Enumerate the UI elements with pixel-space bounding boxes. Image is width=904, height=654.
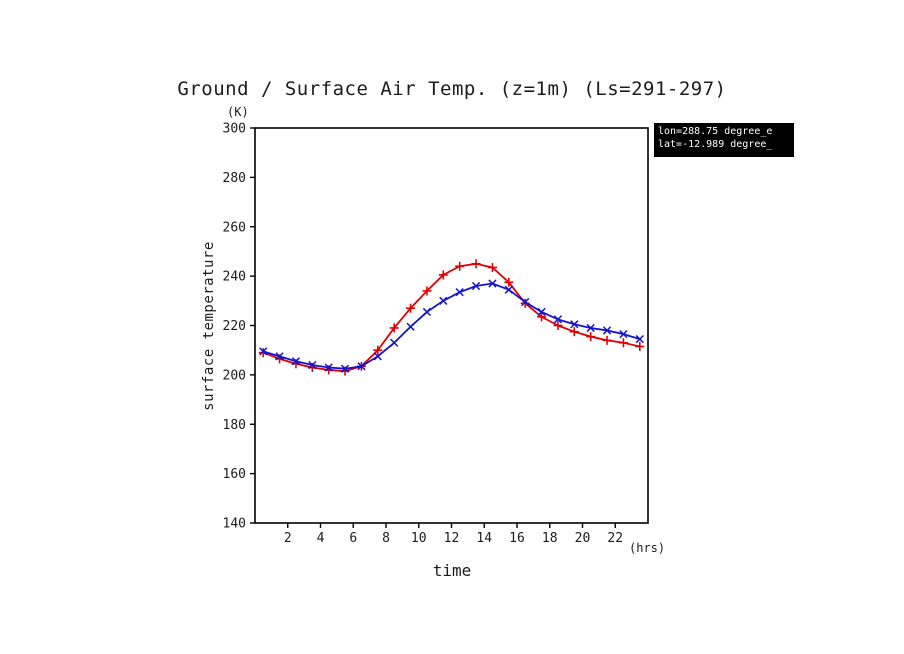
plot-line bbox=[586, 323, 595, 333]
y-tick-label: 260 bbox=[223, 220, 246, 235]
y-axis-unit: (K) bbox=[227, 105, 249, 119]
plot-line bbox=[553, 315, 563, 324]
x-axis-unit: (hrs) bbox=[629, 541, 666, 555]
plot-line bbox=[570, 320, 579, 329]
plot-line bbox=[537, 307, 546, 317]
plot-line bbox=[390, 338, 399, 347]
y-tick-label: 200 bbox=[223, 368, 246, 383]
plot-line bbox=[373, 352, 382, 361]
y-tick-label: 160 bbox=[223, 467, 246, 482]
plot-line bbox=[259, 347, 268, 356]
y-tick-label: 140 bbox=[223, 517, 246, 532]
series-line-cross bbox=[262, 282, 641, 370]
y-tick-label: 240 bbox=[223, 270, 246, 285]
x-tick-label: 20 bbox=[575, 531, 591, 546]
plot-line bbox=[308, 360, 317, 370]
x-tick-label: 18 bbox=[542, 531, 558, 546]
plot-line bbox=[439, 296, 448, 305]
x-axis-label: time bbox=[432, 561, 472, 580]
plot-line bbox=[275, 352, 284, 361]
x-tick-label: 4 bbox=[317, 531, 325, 546]
plot-line bbox=[455, 288, 464, 297]
x-tick-label: 12 bbox=[444, 531, 460, 546]
x-tick-label: 10 bbox=[411, 531, 427, 546]
x-tick-label: 2 bbox=[284, 531, 292, 546]
chart-title: Ground / Surface Air Temp. (z=1m) (Ls=29… bbox=[177, 78, 727, 100]
plot-line bbox=[422, 307, 432, 317]
annotation-lat: lat=-12.989 degree_ bbox=[658, 139, 773, 150]
plot-line bbox=[619, 330, 628, 339]
plot-line bbox=[521, 297, 530, 307]
plot-line bbox=[471, 281, 481, 291]
x-tick-label: 6 bbox=[349, 531, 357, 546]
annotation-box: lon=288.75 degree_e lat=-12.989 degree_ bbox=[654, 123, 794, 157]
x-tick-label: 22 bbox=[607, 531, 623, 546]
y-tick-label: 180 bbox=[223, 418, 246, 433]
plot-line bbox=[357, 362, 366, 371]
x-tick-label: 16 bbox=[509, 531, 525, 546]
y-tick-label: 220 bbox=[223, 319, 246, 334]
plot-line bbox=[635, 334, 644, 344]
x-tick-label: 14 bbox=[476, 531, 492, 546]
annotation-lon: lon=288.75 degree_e bbox=[658, 126, 773, 137]
plot-line bbox=[488, 279, 497, 288]
series-line-plus bbox=[262, 262, 641, 373]
y-tick-label: 280 bbox=[223, 171, 246, 186]
x-tick-label: 8 bbox=[382, 531, 390, 546]
plot-line bbox=[602, 326, 612, 335]
plot-line bbox=[324, 363, 333, 372]
plot-line bbox=[340, 364, 350, 373]
y-tick-label: 300 bbox=[223, 122, 246, 137]
plot-line bbox=[504, 285, 513, 294]
plot-line bbox=[406, 322, 415, 331]
plot-line bbox=[291, 357, 301, 366]
